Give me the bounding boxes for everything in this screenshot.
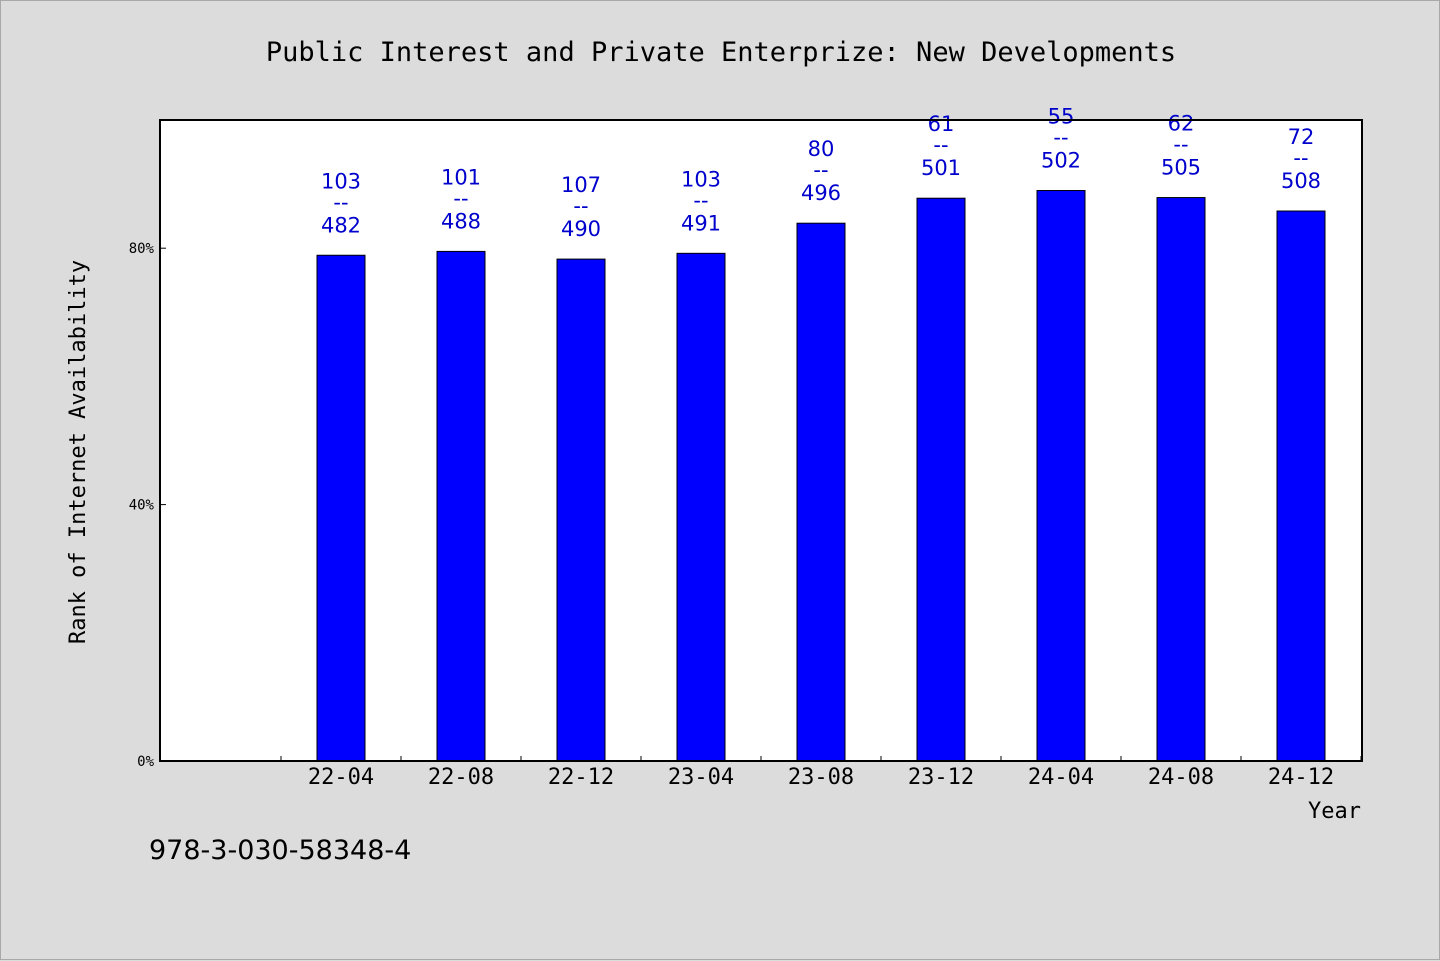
x-tick-label: 22-08 [428, 765, 494, 790]
bar [1276, 210, 1326, 762]
bar-data-label: 488 [441, 209, 481, 233]
bar [676, 252, 726, 762]
bar [316, 254, 366, 762]
bar-data-label: -- [933, 133, 948, 157]
bar [436, 250, 486, 762]
bar-data-label: -- [573, 194, 588, 218]
bar-data-label: 502 [1041, 149, 1081, 173]
x-tick-label: 24-08 [1148, 765, 1214, 790]
bar-data-label: 101 [441, 165, 481, 189]
bar [796, 222, 846, 762]
bar-data-label: 72 [1288, 125, 1315, 149]
bar-data-label: 103 [681, 167, 721, 191]
bar-data-label: 103 [321, 169, 361, 193]
bar [1156, 197, 1206, 762]
bar-data-label: 491 [681, 211, 721, 235]
chart-title: Public Interest and Private Enterprize: … [266, 37, 1176, 68]
bar-data-label: -- [693, 188, 708, 212]
x-axis-label: Year [1308, 799, 1361, 824]
bar-data-label: 505 [1161, 156, 1201, 180]
bar-data-label: -- [453, 186, 468, 210]
y-tick-label: 0% [137, 754, 154, 770]
bar [556, 258, 606, 762]
bar-data-label: 482 [321, 213, 361, 237]
bar-data-label: -- [1053, 126, 1068, 150]
x-tick-label: 24-12 [1268, 765, 1334, 790]
y-tick-label: 40% [129, 498, 155, 514]
bar-data-label: -- [1173, 133, 1188, 157]
x-tick-label: 23-04 [668, 765, 734, 790]
plot-frame [159, 119, 1363, 762]
x-tick-label: 24-04 [1028, 765, 1094, 790]
bar [916, 197, 966, 762]
x-tick-label: 22-04 [308, 765, 374, 790]
bar-data-label: -- [333, 190, 348, 214]
x-tick-label: 22-12 [548, 765, 614, 790]
bar-data-label: 61 [928, 112, 955, 136]
y-tick-label: 80% [129, 241, 155, 257]
bar [1036, 190, 1086, 762]
bar-data-label: -- [813, 158, 828, 182]
isbn-text: 978-3-030-58348-4 [149, 835, 412, 866]
bar-data-label: 490 [561, 217, 601, 241]
x-tick-label: 23-12 [908, 765, 974, 790]
x-tick-label: 23-08 [788, 765, 854, 790]
bar-data-label: 55 [1048, 105, 1075, 129]
bar-data-label: 107 [561, 173, 601, 197]
bar-data-label: 501 [921, 156, 961, 180]
bar-data-label: 508 [1281, 169, 1321, 193]
bar-data-label: 496 [801, 181, 841, 205]
bar-data-label: -- [1293, 146, 1308, 170]
y-axis-label: Rank of Internet Availability [66, 260, 91, 644]
bar-data-label: 80 [808, 137, 835, 161]
bar-data-label: 62 [1168, 112, 1195, 136]
